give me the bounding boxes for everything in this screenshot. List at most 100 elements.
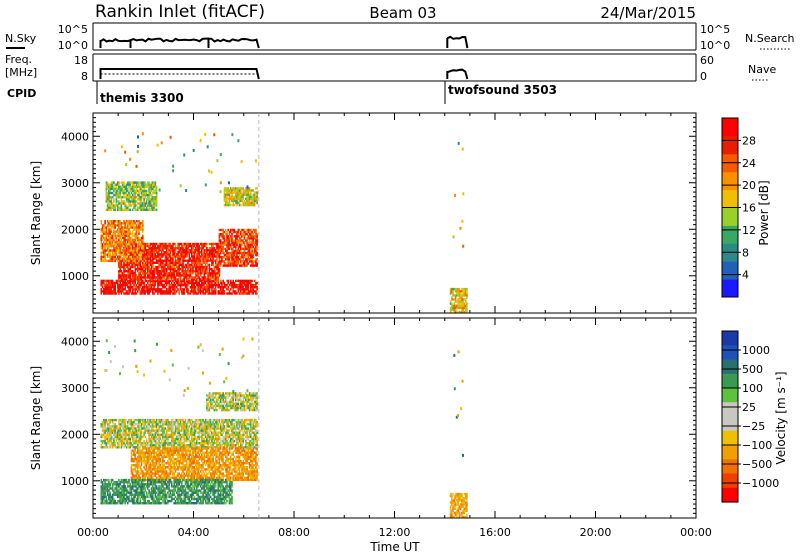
echo-cell [240, 195, 242, 198]
echo-cell [177, 242, 179, 246]
echo-cell [165, 279, 168, 283]
echo-cell [194, 247, 197, 250]
echo-cell [144, 435, 147, 439]
echo-cell [139, 437, 142, 441]
echo-cell [194, 444, 197, 447]
echo-cell [191, 286, 193, 289]
echo-cell [212, 421, 214, 424]
echo-cell [105, 290, 108, 293]
echo-cell [246, 245, 248, 248]
echo-cell [130, 292, 133, 295]
echo-cell [219, 153, 222, 157]
echo-cell [138, 425, 140, 428]
echo-cell [115, 185, 118, 188]
echo-cell [140, 423, 143, 426]
echo-cell [250, 203, 252, 207]
echo-cell [224, 253, 227, 257]
echo-cell [248, 241, 251, 244]
echo-cell [238, 243, 241, 246]
echo-cell [139, 431, 142, 434]
echo-cell [121, 423, 124, 426]
echo-cell [113, 204, 115, 207]
echo-cell [104, 437, 106, 441]
echo-cell [248, 245, 251, 248]
echo-cell [238, 237, 241, 240]
echo-cell [100, 444, 103, 447]
echo-cell [212, 255, 214, 258]
echo-cell [247, 292, 250, 295]
echo-cell [148, 202, 150, 205]
echo-cell [246, 262, 248, 265]
echo-cell [140, 435, 143, 439]
echo-cell [202, 244, 204, 248]
echo-cell [194, 276, 197, 279]
echo-cell [214, 272, 217, 275]
echo-cell [120, 247, 123, 250]
echo-cell [104, 431, 106, 434]
echo-cell [243, 201, 246, 205]
echo-cell [135, 242, 138, 246]
echo-cell [129, 255, 131, 258]
echo-cell [237, 228, 240, 232]
echo-cell [115, 238, 118, 242]
echo-cell [207, 257, 209, 260]
echo-cell [204, 267, 207, 271]
echo-cell [101, 257, 104, 261]
echo-cell [212, 435, 214, 439]
echo-cell [125, 185, 128, 188]
echo-cell [123, 228, 125, 231]
echo-cell [129, 208, 131, 211]
echo-cell [184, 259, 187, 262]
echo-cell [204, 265, 207, 269]
echo-cell [142, 267, 144, 271]
echo-cell [461, 147, 464, 151]
echo-cell [184, 421, 187, 424]
echo-cell [103, 249, 105, 252]
echo-cell [128, 240, 130, 244]
echo-cell [167, 279, 169, 283]
echo-cell [174, 421, 177, 424]
echo-cell [135, 423, 138, 426]
echo-cell [129, 196, 131, 199]
echo-cell [121, 249, 124, 252]
echo-cell [228, 245, 231, 248]
echo-cell [153, 191, 155, 195]
echo-cell [170, 425, 173, 428]
echo-cell [162, 255, 164, 258]
echo-cell [143, 208, 145, 211]
echo-cell [235, 290, 237, 293]
echo-cell [129, 276, 131, 279]
echo-cell [137, 249, 139, 252]
echo-cell [104, 222, 106, 225]
echo-cell [149, 270, 152, 273]
echo-cell [149, 263, 152, 267]
echo-cell [116, 431, 119, 434]
echo-cell [164, 290, 167, 293]
echo-cell [196, 272, 198, 275]
echo-cell [145, 442, 148, 445]
echo-cell [216, 283, 218, 287]
echo-cell [211, 270, 213, 273]
echo-cell [152, 427, 154, 430]
echo-cell [125, 439, 128, 443]
nsky-right-tick-bottom: 10^0 [700, 39, 730, 52]
echo-cell [247, 195, 250, 198]
echo-cell [137, 439, 139, 443]
echo-cell [138, 193, 140, 197]
echo-cell [208, 259, 211, 262]
echo-cell [235, 262, 237, 265]
echo-cell [462, 300, 464, 303]
echo-cell [229, 264, 232, 267]
echo-cell [110, 255, 113, 258]
echo-cell [224, 427, 227, 430]
echo-cell [240, 187, 242, 190]
echo-cell [135, 240, 138, 244]
echo-cell [118, 191, 120, 195]
echo-cell [131, 292, 134, 295]
echo-cell [232, 288, 234, 291]
echo-cell [113, 286, 115, 289]
echo-cell [104, 220, 106, 223]
echo-cell [150, 200, 153, 203]
echo-cell [248, 199, 251, 203]
echo-cell [179, 278, 182, 281]
